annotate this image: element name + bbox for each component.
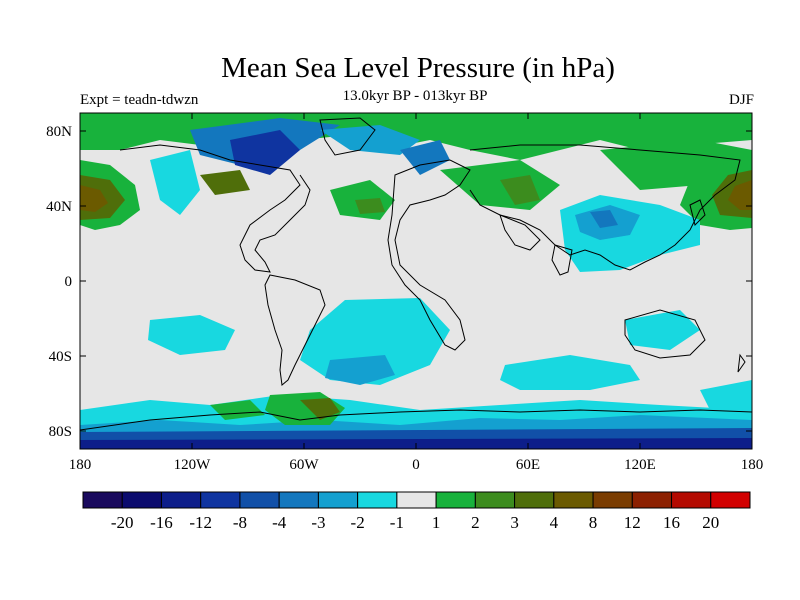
lat-tick-label: 40S (49, 349, 72, 365)
colorbar-swatch (514, 491, 555, 509)
colorbar-label: 16 (663, 513, 680, 532)
colorbar-swatch (553, 491, 594, 509)
lon-tick-label: 60W (289, 457, 319, 473)
lon-axis: 180 120W 60W 0 60E 120E 180 (69, 113, 764, 473)
lon-tick-label: 0 (412, 457, 420, 473)
coastlines (80, 117, 752, 431)
lat-tick-label: 80S (49, 424, 72, 440)
colorbar-label: 3 (510, 513, 519, 532)
colorbar-label: 20 (702, 513, 719, 532)
colorbar-swatch (396, 491, 437, 509)
colorbar-swatch (357, 491, 398, 509)
lon-tick-label: 180 (69, 457, 92, 473)
map-subtitle: 13.0kyr BP - 013kyr BP (342, 88, 488, 104)
colorbar-label: -4 (272, 513, 287, 532)
colorbar-swatch (474, 491, 516, 509)
colorbar-label: -12 (189, 513, 212, 532)
colorbar: -20 -16 -12 -8 -4 -3 -2 -1 1 2 3 4 8 12 16 20 (82, 491, 751, 532)
colorbar-swatch (317, 491, 359, 509)
lon-tick-label: 60E (516, 457, 540, 473)
colorbar-swatch (592, 491, 633, 509)
season-label: DJF (728, 92, 754, 108)
colorbar-swatch (121, 491, 162, 509)
colorbar-label: 1 (432, 513, 441, 532)
lon-tick-label: 180 (741, 457, 764, 473)
map-title: Mean Sea Level Pressure (in hPa) (221, 52, 615, 84)
lon-tick-label: 120E (624, 457, 656, 473)
colorbar-swatch (671, 491, 712, 509)
pressure-anomaly-map (80, 113, 752, 449)
colorbar-label: -16 (150, 513, 173, 532)
experiment-label: Expt = teadn-tdwzn (80, 92, 199, 108)
colorbar-label: -20 (111, 513, 134, 532)
colorbar-swatch (160, 491, 202, 509)
lat-tick-label: 40N (46, 199, 72, 215)
colorbar-label: 12 (624, 513, 641, 532)
colorbar-swatch (710, 491, 751, 509)
lat-axis: 80N 40N 0 40S 80S (46, 124, 752, 440)
lon-tick-label: 120W (174, 457, 212, 473)
colorbar-label: -3 (311, 513, 325, 532)
colorbar-swatch (631, 491, 673, 509)
colorbar-label: 8 (589, 513, 598, 532)
colorbar-swatch (278, 491, 319, 509)
colorbar-label: -2 (351, 513, 365, 532)
colorbar-label: 2 (471, 513, 480, 532)
colorbar-swatch (435, 491, 476, 509)
colorbar-label: 4 (550, 513, 559, 532)
colorbar-label: -1 (390, 513, 404, 532)
lat-tick-label: 80N (46, 124, 72, 140)
colorbar-swatch (239, 491, 280, 509)
colorbar-swatch (82, 491, 123, 509)
colorbar-swatch (200, 491, 241, 509)
lat-tick-label: 0 (65, 274, 73, 290)
colorbar-label: -8 (233, 513, 247, 532)
